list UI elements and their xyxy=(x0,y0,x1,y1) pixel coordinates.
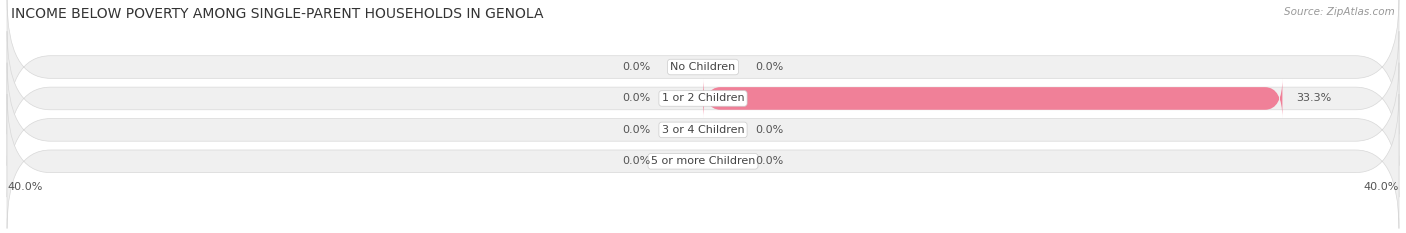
Text: 0.0%: 0.0% xyxy=(755,62,783,72)
Text: 5 or more Children: 5 or more Children xyxy=(651,156,755,166)
Text: 0.0%: 0.0% xyxy=(623,125,651,135)
Text: Source: ZipAtlas.com: Source: ZipAtlas.com xyxy=(1284,7,1395,17)
FancyBboxPatch shape xyxy=(7,31,1399,166)
Text: 0.0%: 0.0% xyxy=(623,156,651,166)
FancyBboxPatch shape xyxy=(703,78,1282,119)
FancyBboxPatch shape xyxy=(7,0,1399,134)
Text: 0.0%: 0.0% xyxy=(623,62,651,72)
Text: 1 or 2 Children: 1 or 2 Children xyxy=(662,93,744,103)
Text: 40.0%: 40.0% xyxy=(7,182,42,192)
Text: INCOME BELOW POVERTY AMONG SINGLE-PARENT HOUSEHOLDS IN GENOLA: INCOME BELOW POVERTY AMONG SINGLE-PARENT… xyxy=(11,7,544,21)
FancyBboxPatch shape xyxy=(7,63,1399,197)
Text: No Children: No Children xyxy=(671,62,735,72)
Text: 40.0%: 40.0% xyxy=(1364,182,1399,192)
Text: 0.0%: 0.0% xyxy=(755,125,783,135)
Text: 33.3%: 33.3% xyxy=(1296,93,1331,103)
Text: 0.0%: 0.0% xyxy=(623,93,651,103)
FancyBboxPatch shape xyxy=(7,94,1399,229)
Text: 0.0%: 0.0% xyxy=(755,156,783,166)
Text: 3 or 4 Children: 3 or 4 Children xyxy=(662,125,744,135)
